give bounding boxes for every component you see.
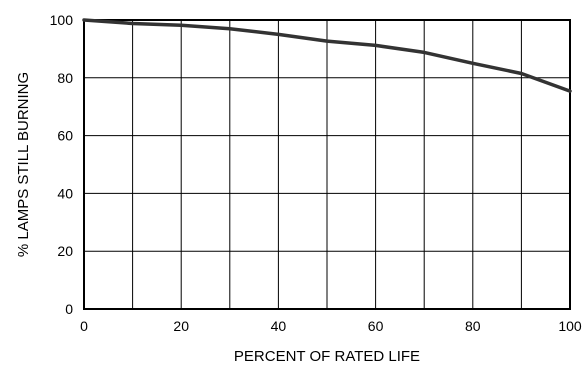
plot-frame bbox=[83, 19, 571, 310]
y-tick-label: 0 bbox=[65, 301, 73, 317]
x-tick-label: 80 bbox=[465, 318, 481, 334]
x-tick-label: 20 bbox=[173, 318, 189, 334]
x-tick-label: 60 bbox=[368, 318, 384, 334]
y-axis-label: % LAMPS STILL BURNING bbox=[15, 72, 32, 257]
x-tick-label: 0 bbox=[80, 318, 88, 334]
y-tick-label: 40 bbox=[57, 185, 73, 201]
grid bbox=[84, 20, 570, 309]
y-tick-label: 60 bbox=[57, 128, 73, 144]
x-tick-label: 40 bbox=[271, 318, 287, 334]
series-line bbox=[82, 18, 572, 93]
x-axis-label: PERCENT OF RATED LIFE bbox=[234, 348, 420, 365]
x-tick-labels: 0 20 40 60 80 100 bbox=[80, 318, 582, 334]
y-tick-labels: 0 20 40 60 80 100 bbox=[50, 12, 74, 317]
y-tick-label: 20 bbox=[57, 243, 73, 259]
x-tick-label: 100 bbox=[558, 318, 582, 334]
y-tick-label: 100 bbox=[50, 12, 74, 28]
y-tick-label: 80 bbox=[57, 70, 73, 86]
series-group bbox=[82, 18, 572, 93]
